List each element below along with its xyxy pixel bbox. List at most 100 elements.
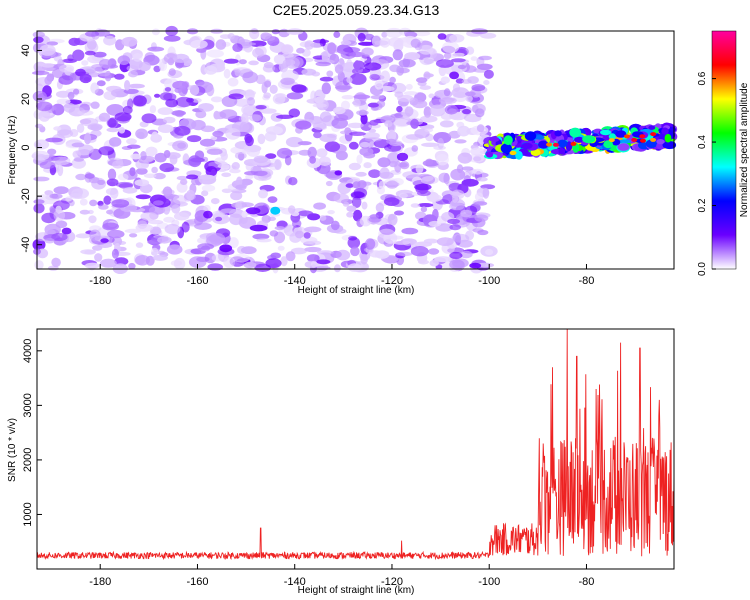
heatmap-cell bbox=[111, 199, 130, 208]
heatmap-cell bbox=[352, 98, 361, 108]
heatmap-cell bbox=[374, 250, 390, 259]
heatmap-cell bbox=[454, 139, 467, 144]
heatmap-cell bbox=[102, 222, 119, 231]
heatmap-cell bbox=[340, 100, 351, 111]
heatmap-cell bbox=[106, 118, 117, 128]
heatmap-cell bbox=[352, 181, 361, 189]
heatmap-cell bbox=[386, 180, 398, 189]
heatmap-cell bbox=[312, 103, 327, 108]
heatmap-cell bbox=[424, 128, 434, 133]
heatmap-cell bbox=[349, 73, 367, 85]
heatmap-cell bbox=[317, 250, 334, 255]
heatmap-cell bbox=[369, 119, 379, 126]
heatmap-cell bbox=[186, 97, 194, 103]
heatmap-cell bbox=[132, 53, 143, 62]
heatmap-y-tick-label: 40 bbox=[20, 44, 32, 56]
heatmap-cell bbox=[186, 189, 195, 201]
heatmap-cell bbox=[449, 224, 462, 231]
heatmap-cell bbox=[334, 264, 341, 273]
heatmap-cell bbox=[608, 138, 615, 143]
heatmap-cell bbox=[53, 209, 66, 222]
heatmap-cell bbox=[252, 233, 270, 240]
heatmap-cell bbox=[34, 260, 44, 270]
heatmap-cell bbox=[219, 109, 238, 120]
heatmap-cell bbox=[38, 110, 51, 122]
heatmap-cell bbox=[467, 153, 485, 163]
heatmap-x-tick-label: -120 bbox=[381, 275, 403, 287]
heatmap-cell bbox=[53, 126, 62, 131]
heatmap-cell bbox=[436, 92, 444, 97]
heatmap-cell bbox=[403, 30, 415, 36]
heatmap-cell bbox=[396, 105, 403, 113]
heatmap-cell bbox=[78, 144, 94, 155]
heatmap-cell bbox=[286, 92, 304, 100]
heatmap-cell bbox=[471, 84, 486, 92]
heatmap-cell bbox=[420, 206, 428, 213]
heatmap-x-tick-label: -80 bbox=[579, 275, 595, 287]
heatmap-cell bbox=[39, 161, 56, 170]
heatmap-cell bbox=[212, 130, 224, 138]
heatmap-cell bbox=[199, 138, 216, 147]
heatmap-cell bbox=[342, 201, 350, 207]
heatmap-cell bbox=[53, 186, 69, 195]
heatmap-cell bbox=[44, 237, 55, 244]
heatmap-cell bbox=[423, 71, 431, 80]
heatmap-cell bbox=[237, 245, 247, 254]
heatmap-cell bbox=[215, 216, 223, 222]
heatmap-cell bbox=[158, 58, 165, 71]
heatmap-cell bbox=[442, 41, 460, 54]
heatmap-cell bbox=[88, 215, 97, 224]
heatmap-cell bbox=[449, 251, 463, 260]
heatmap-cell bbox=[211, 210, 225, 219]
heatmap-cell bbox=[297, 141, 312, 146]
heatmap-cell bbox=[135, 242, 144, 248]
heatmap-cell bbox=[255, 105, 267, 110]
heatmap-cell bbox=[90, 82, 99, 94]
heatmap-cell bbox=[307, 146, 317, 159]
heatmap-cell bbox=[440, 76, 450, 84]
heatmap-y-axis-label: Frequency (Hz) bbox=[7, 116, 18, 185]
heatmap-cell bbox=[472, 168, 484, 175]
heatmap-cell bbox=[313, 131, 322, 139]
heatmap-cell bbox=[474, 192, 484, 202]
heatmap-cell bbox=[361, 201, 368, 210]
heatmap-cell bbox=[375, 202, 385, 213]
heatmap-cell bbox=[236, 176, 243, 187]
heatmap-cell bbox=[36, 101, 53, 112]
heatmap-cell bbox=[244, 133, 253, 144]
heatmap-cell bbox=[443, 52, 452, 60]
heatmap-cell bbox=[209, 233, 226, 245]
heatmap-cell bbox=[97, 71, 110, 77]
heatmap-cell bbox=[114, 73, 125, 80]
heatmap-cell bbox=[398, 59, 416, 68]
heatmap-cell bbox=[618, 139, 631, 144]
heatmap-cell bbox=[159, 92, 173, 101]
heatmap-cell bbox=[61, 227, 72, 235]
heatmap-cell bbox=[457, 125, 470, 137]
heatmap-cell bbox=[181, 221, 190, 233]
heatmap-cell bbox=[213, 110, 220, 120]
heatmap-cell bbox=[178, 85, 188, 97]
colorbar-gradient bbox=[711, 30, 737, 270]
heatmap-cell bbox=[558, 147, 566, 155]
snr-series-line bbox=[37, 329, 674, 561]
heatmap-cell bbox=[99, 58, 112, 69]
heatmap-cell bbox=[56, 129, 74, 139]
heatmap-x-tick-label: -160 bbox=[186, 275, 208, 287]
heatmap-cell bbox=[211, 198, 220, 205]
heatmap-cell bbox=[451, 58, 466, 63]
heatmap-cell bbox=[159, 162, 175, 173]
heatmap-cell bbox=[389, 76, 396, 84]
heatmap-cell bbox=[457, 64, 466, 70]
heatmap-cell bbox=[600, 129, 612, 136]
heatmap-cell bbox=[304, 246, 322, 253]
heatmap-cell bbox=[379, 37, 391, 48]
heatmap-cell bbox=[195, 110, 207, 119]
heatmap-cell bbox=[470, 56, 478, 61]
heatmap-cell bbox=[264, 131, 277, 142]
heatmap-cell bbox=[378, 180, 386, 189]
heatmap-cell bbox=[140, 212, 158, 221]
heatmap-cell bbox=[476, 124, 485, 133]
heatmap-cell bbox=[364, 62, 382, 71]
heatmap-cell bbox=[112, 160, 124, 169]
